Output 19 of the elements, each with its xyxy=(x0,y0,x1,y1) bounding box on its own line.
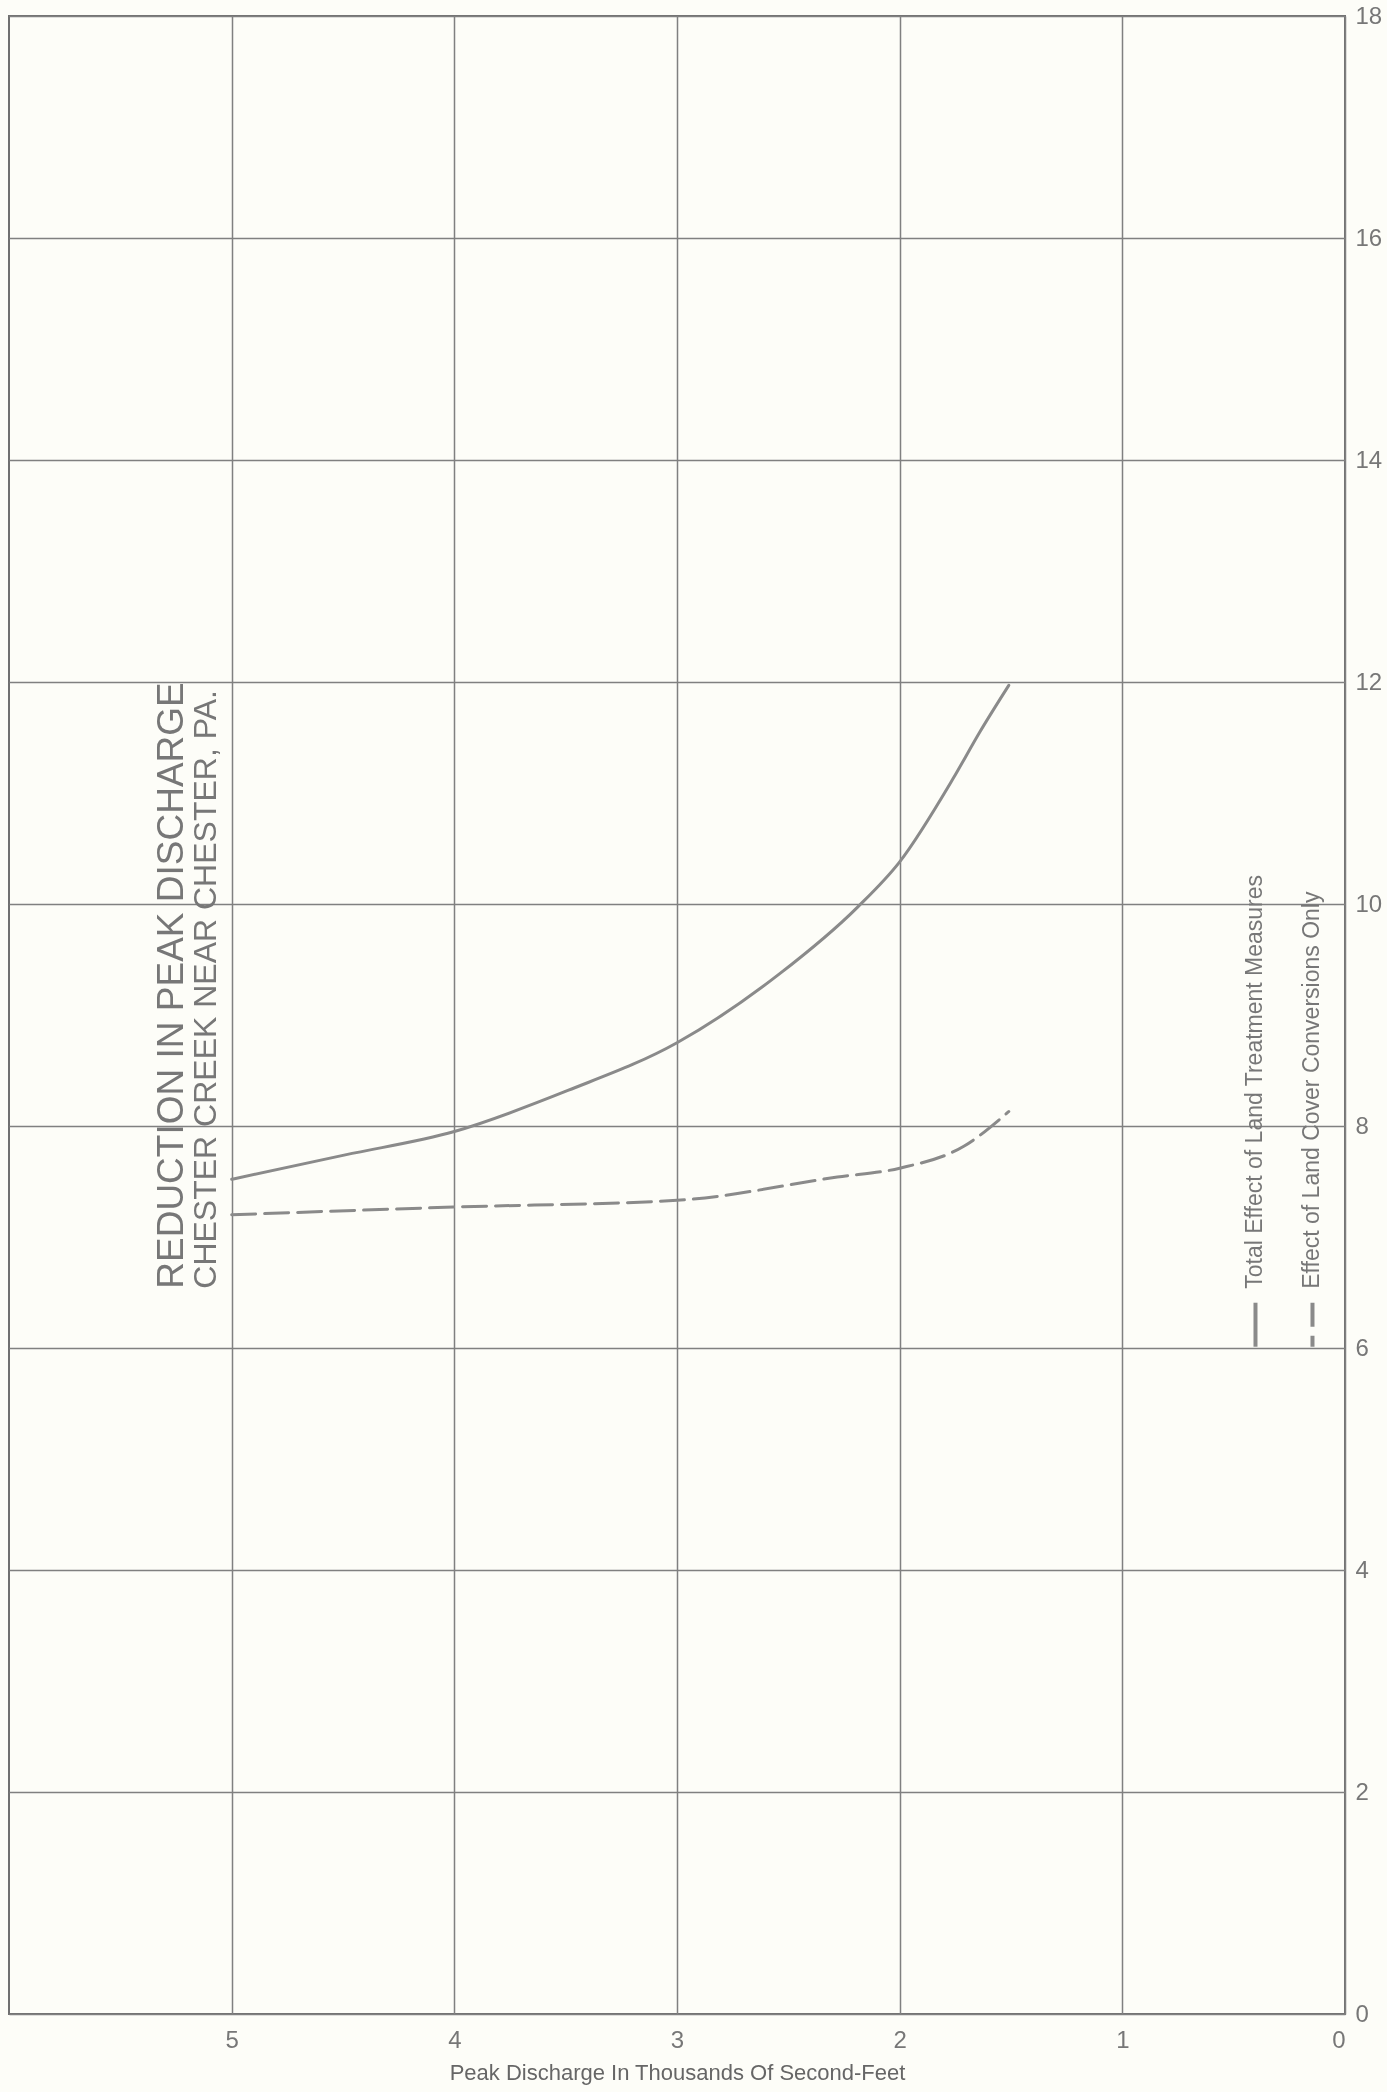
x-axis-title: Peak Discharge In Thousands Of Second-Feet xyxy=(449,2059,906,2085)
y-tick-label: 10 xyxy=(1355,889,1383,917)
y-tick-label: 2 xyxy=(1355,1777,1369,1805)
y-tick-label: 0 xyxy=(1355,1999,1369,2027)
y-tick-label: 14 xyxy=(1355,445,1383,473)
y-tick-label: 12 xyxy=(1355,667,1383,695)
y-tick-label: 18 xyxy=(1355,1,1383,29)
text: Total Effect of Land Treatment Measures xyxy=(1241,874,1268,1289)
x-tick-label: 4 xyxy=(448,2025,462,2053)
text: Effect of Land Cover Conversions Only xyxy=(1298,891,1325,1289)
x-tick-label: 2 xyxy=(893,2025,907,2053)
x-tick-label: 0 xyxy=(1332,2025,1346,2053)
y-tick-label: 16 xyxy=(1355,223,1383,251)
x-tick-label: 3 xyxy=(670,2025,685,2053)
y-tick-label: 6 xyxy=(1355,1333,1369,1361)
y-tick-label: 4 xyxy=(1355,1555,1369,1583)
y-tick-label: 8 xyxy=(1355,1111,1369,1139)
x-tick-label: 5 xyxy=(225,2025,239,2053)
x-tick-label: 1 xyxy=(1116,2025,1130,2053)
